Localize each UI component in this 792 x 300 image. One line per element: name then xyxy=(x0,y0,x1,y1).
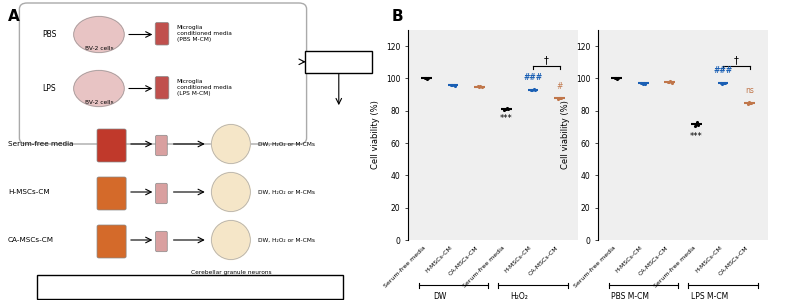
FancyBboxPatch shape xyxy=(97,177,126,210)
Ellipse shape xyxy=(211,172,250,212)
Text: PBS M-CM: PBS M-CM xyxy=(611,292,649,300)
Point xyxy=(743,100,756,105)
Point xyxy=(446,83,459,88)
FancyBboxPatch shape xyxy=(155,135,167,156)
Text: H₂O₂: H₂O₂ xyxy=(511,292,528,300)
Point xyxy=(718,80,730,85)
Point xyxy=(688,124,701,128)
Point xyxy=(555,96,568,100)
Text: PBS: PBS xyxy=(43,30,57,39)
Point xyxy=(445,82,458,87)
Text: DW: DW xyxy=(433,292,447,300)
Point xyxy=(612,76,625,81)
Ellipse shape xyxy=(74,70,124,106)
Text: LPS: LPS xyxy=(43,84,56,93)
Point xyxy=(500,106,512,111)
Text: A: A xyxy=(8,9,20,24)
FancyBboxPatch shape xyxy=(155,76,169,99)
Text: Microglia
conditioned media
(LPS M-CM): Microglia conditioned media (LPS M-CM) xyxy=(177,79,231,96)
Text: Microglia
conditioned media
(PBS M-CM): Microglia conditioned media (PBS M-CM) xyxy=(177,25,231,42)
Point xyxy=(473,85,485,89)
Text: CA-MSCs-CM: CA-MSCs-CM xyxy=(8,237,54,243)
Point xyxy=(471,84,484,89)
Point xyxy=(690,121,703,126)
Text: ns: ns xyxy=(745,85,754,94)
Text: BV-2 cells: BV-2 cells xyxy=(85,100,113,105)
Point xyxy=(501,105,513,110)
Point xyxy=(635,81,648,85)
FancyBboxPatch shape xyxy=(155,183,167,204)
Point xyxy=(741,101,754,106)
Point xyxy=(551,96,564,101)
Point xyxy=(474,84,486,88)
Point xyxy=(638,82,651,86)
Text: Neuronal growth media : MSCs-CMs : M-CMs = 1:1:1: Neuronal growth media : MSCs-CMs : M-CMs… xyxy=(108,284,272,289)
Text: ###: ### xyxy=(524,73,543,82)
Point xyxy=(638,80,650,85)
Point xyxy=(745,100,758,105)
Text: Serum-free media: Serum-free media xyxy=(8,141,74,147)
Point xyxy=(610,76,623,81)
FancyBboxPatch shape xyxy=(155,22,169,45)
Text: M-CMs: M-CMs xyxy=(327,59,350,65)
FancyBboxPatch shape xyxy=(19,3,307,144)
Text: DW, H₂O₂ or M-CMs: DW, H₂O₂ or M-CMs xyxy=(258,142,315,146)
Point xyxy=(498,108,511,112)
Point xyxy=(692,122,705,127)
Text: ###: ### xyxy=(714,66,733,75)
FancyBboxPatch shape xyxy=(306,51,371,73)
Point xyxy=(611,76,623,81)
Text: ***: *** xyxy=(500,114,512,123)
Point xyxy=(527,87,540,92)
Point xyxy=(422,76,435,81)
Point xyxy=(636,81,649,86)
Point xyxy=(502,107,515,112)
Point xyxy=(526,88,539,93)
Text: LPS M-CM: LPS M-CM xyxy=(691,292,729,300)
Point xyxy=(608,76,621,80)
Ellipse shape xyxy=(74,16,124,52)
Ellipse shape xyxy=(211,220,250,260)
Text: †: † xyxy=(544,55,549,65)
Point xyxy=(420,76,432,81)
FancyBboxPatch shape xyxy=(97,129,126,162)
Point xyxy=(448,83,461,88)
Text: H-MSCs-CM: H-MSCs-CM xyxy=(8,189,49,195)
Text: DW, H₂O₂ or M-CMs: DW, H₂O₂ or M-CMs xyxy=(258,190,315,194)
Text: DW, H₂O₂ or M-CMs: DW, H₂O₂ or M-CMs xyxy=(258,238,315,242)
Text: #: # xyxy=(556,82,563,91)
Text: BV-2 cells: BV-2 cells xyxy=(85,46,113,51)
Point xyxy=(663,80,676,85)
Text: Cerebellar granule neurons
(CGNs): Cerebellar granule neurons (CGNs) xyxy=(191,270,271,281)
Point xyxy=(553,95,565,100)
Ellipse shape xyxy=(211,124,250,164)
Y-axis label: Cell viability (%): Cell viability (%) xyxy=(562,100,570,169)
Point xyxy=(525,87,538,92)
FancyBboxPatch shape xyxy=(37,275,344,298)
Point xyxy=(715,81,728,85)
Point xyxy=(665,80,678,85)
Point xyxy=(475,85,488,90)
FancyBboxPatch shape xyxy=(97,225,126,258)
Point xyxy=(661,79,674,84)
Point xyxy=(716,81,729,86)
Point xyxy=(744,100,756,105)
Point xyxy=(664,79,676,84)
Point xyxy=(421,76,433,81)
Point xyxy=(554,95,566,100)
Text: B: B xyxy=(392,9,404,24)
Point xyxy=(528,87,541,92)
Point xyxy=(418,76,431,80)
FancyBboxPatch shape xyxy=(155,231,167,252)
Point xyxy=(447,82,460,87)
Y-axis label: Cell viability (%): Cell viability (%) xyxy=(371,100,380,169)
Point xyxy=(691,120,703,124)
Text: †: † xyxy=(734,55,739,65)
Text: ***: *** xyxy=(690,132,703,141)
Point xyxy=(718,81,731,86)
